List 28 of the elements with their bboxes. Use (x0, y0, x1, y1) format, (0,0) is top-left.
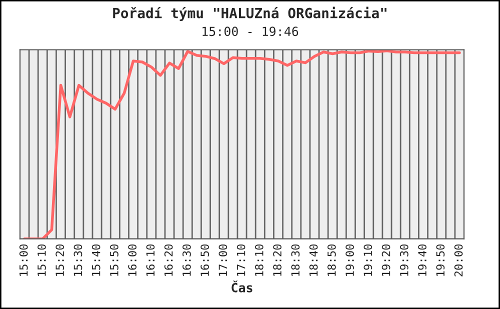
x-axis-title: Čas (232, 280, 252, 292)
x-tick-label: 18:20 (273, 244, 282, 276)
x-tick-label: 15:20 (56, 244, 64, 276)
x-tick-label: 19:20 (382, 244, 390, 276)
x-tick-label: 19:40 (418, 244, 426, 276)
x-tick-label: 16:50 (200, 244, 210, 276)
x-tick-label: 18:30 (291, 244, 300, 276)
chart-subtitle: 15:00 - 19:46 (202, 26, 298, 36)
x-tick-label: 16:20 (164, 244, 173, 276)
x-tick-label: 20:00 (454, 244, 463, 276)
x-tick-label: 18:50 (327, 244, 336, 276)
x-tick-label: 15:50 (110, 244, 118, 276)
x-tick-label: 15:40 (92, 244, 100, 276)
x-tick-label: 15:00 (19, 244, 28, 276)
x-tick-label: 19:00 (346, 244, 354, 276)
x-tick-label: 16:00 (128, 244, 137, 276)
x-tick-label: 18:40 (309, 244, 318, 276)
x-tick-label: 17:00 (218, 244, 228, 276)
x-tick-label: 15:30 (74, 244, 82, 276)
x-tick-label: 19:30 (400, 244, 408, 276)
x-tick-label: 18:10 (254, 244, 264, 276)
x-tick-label: 15:10 (38, 244, 46, 276)
x-tick-label: 17:10 (236, 244, 246, 276)
chart-title: Pořadí týmu "HALUZná ORGanizácia" (113, 6, 386, 21)
x-tick-label: 16:10 (146, 244, 155, 276)
x-tick-label: 19:50 (436, 244, 445, 276)
x-tick-label: 16:30 (182, 244, 191, 276)
x-tick-label: 19:10 (364, 244, 372, 276)
